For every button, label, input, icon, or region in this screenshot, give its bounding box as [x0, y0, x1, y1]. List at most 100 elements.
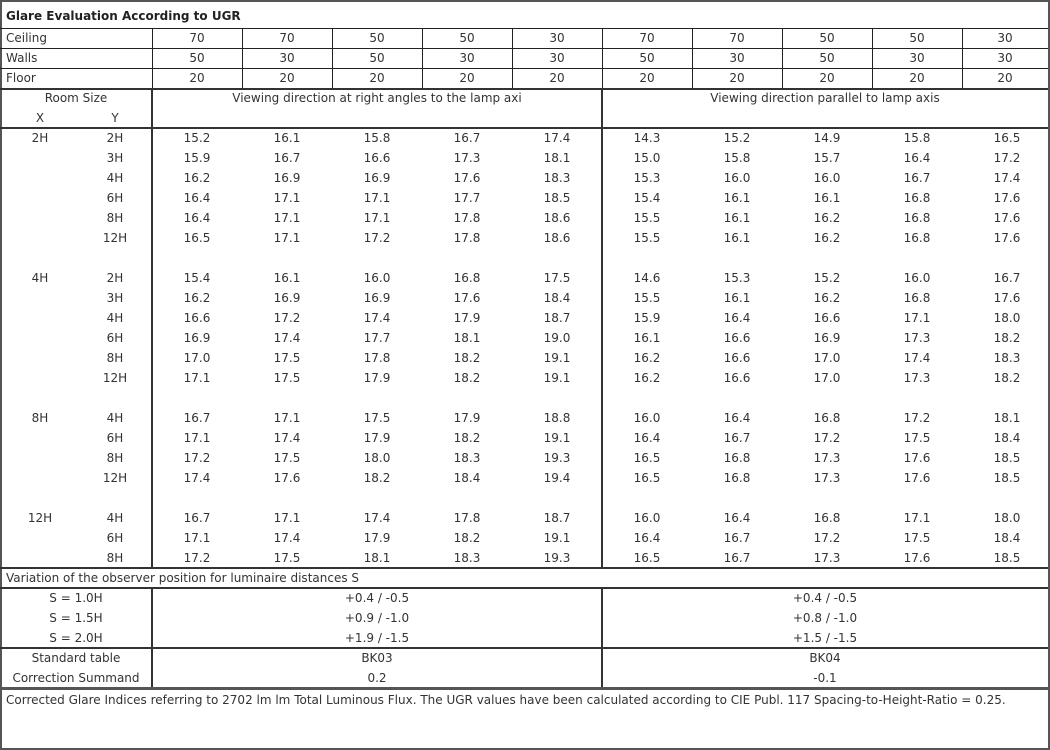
ugr-value-parallel: 16.4: [723, 411, 751, 425]
ugr-value-parallel: 17.4: [903, 351, 931, 365]
ugr-value-perpendicular: 17.1: [273, 211, 301, 225]
standard-table-parallel: BK04: [809, 651, 841, 665]
ugr-value-perpendicular: 19.3: [543, 451, 571, 465]
ugr-value-parallel: 18.0: [993, 311, 1021, 325]
ugr-value-perpendicular: 19.1: [543, 351, 571, 365]
ugr-value-perpendicular: 18.5: [543, 191, 571, 205]
ugr-value-perpendicular: 17.5: [273, 371, 301, 385]
header-value: 20: [459, 71, 475, 85]
ugr-value-perpendicular: 16.4: [183, 191, 211, 205]
room-y: 12H: [102, 371, 128, 385]
ugr-value-perpendicular: 19.1: [543, 371, 571, 385]
ugr-value-perpendicular: 17.2: [183, 551, 211, 565]
header-value: 70: [189, 31, 205, 45]
ugr-value-perpendicular: 18.2: [453, 531, 481, 545]
ugr-value-perpendicular: 18.0: [363, 451, 391, 465]
divider: [602, 28, 603, 88]
ugr-value-parallel: 17.0: [813, 351, 841, 365]
header-value: 30: [909, 51, 925, 65]
ugr-value-perpendicular: 17.9: [363, 431, 391, 445]
ugr-value-parallel: 14.3: [633, 131, 661, 145]
room-y: 12H: [102, 471, 128, 485]
ugr-value-perpendicular: 18.3: [453, 451, 481, 465]
room-y: 8H: [106, 211, 124, 225]
ugr-value-perpendicular: 16.7: [183, 511, 211, 525]
ugr-value-parallel: 18.1: [993, 411, 1021, 425]
ugr-value-parallel: 15.4: [633, 191, 661, 205]
ugr-value-perpendicular: 16.9: [273, 291, 301, 305]
room-y: 8H: [106, 351, 124, 365]
ugr-value-parallel: 16.5: [633, 471, 661, 485]
ugr-value-parallel: 18.4: [993, 431, 1021, 445]
ugr-value-parallel: 16.2: [633, 351, 661, 365]
ugr-value-perpendicular: 17.5: [363, 411, 391, 425]
variation-perpendicular: +0.9 / -1.0: [344, 611, 410, 625]
room-y: 4H: [106, 171, 124, 185]
ugr-value-perpendicular: 17.4: [183, 471, 211, 485]
ugr-value-perpendicular: 18.6: [543, 211, 571, 225]
correction-summand-parallel: -0.1: [813, 671, 837, 685]
header-value: 50: [189, 51, 205, 65]
ugr-value-parallel: 16.7: [723, 431, 751, 445]
ugr-value-perpendicular: 17.8: [453, 511, 481, 525]
ugr-value-parallel: 16.4: [633, 531, 661, 545]
ugr-value-parallel: 17.6: [993, 291, 1021, 305]
ugr-value-perpendicular: 17.5: [273, 551, 301, 565]
variation-s-label: S = 1.0H: [49, 591, 103, 605]
ugr-value-parallel: 14.6: [633, 271, 661, 285]
room-y: 3H: [106, 291, 124, 305]
room-y: 6H: [106, 331, 124, 345]
ugr-value-perpendicular: 17.8: [453, 231, 481, 245]
header-value: 50: [819, 31, 835, 45]
room-x: 8H: [31, 411, 49, 425]
ugr-value-perpendicular: 15.9: [183, 151, 211, 165]
ugr-value-parallel: 17.2: [813, 431, 841, 445]
header-value: 30: [549, 31, 565, 45]
ugr-value-parallel: 17.6: [993, 231, 1021, 245]
ugr-value-perpendicular: 17.1: [273, 411, 301, 425]
ugr-value-perpendicular: 19.1: [543, 431, 571, 445]
variation-parallel: +1.5 / -1.5: [792, 631, 858, 645]
ugr-value-perpendicular: 17.7: [453, 191, 481, 205]
ugr-value-perpendicular: 17.4: [363, 511, 391, 525]
room-y: 3H: [106, 151, 124, 165]
ugr-value-perpendicular: 18.2: [453, 351, 481, 365]
header-value: 70: [639, 31, 655, 45]
ugr-value-parallel: 16.5: [633, 451, 661, 465]
ugr-value-perpendicular: 17.7: [363, 331, 391, 345]
room-y: 8H: [106, 451, 124, 465]
divider: [782, 28, 783, 88]
divider: [0, 567, 1048, 569]
ugr-value-parallel: 16.1: [723, 291, 751, 305]
ugr-value-parallel: 16.8: [903, 291, 931, 305]
ugr-value-perpendicular: 18.1: [543, 151, 571, 165]
ugr-value-perpendicular: 17.1: [273, 231, 301, 245]
ugr-value-parallel: 15.3: [723, 271, 751, 285]
header-value: 20: [279, 71, 295, 85]
variation-perpendicular: +1.9 / -1.5: [344, 631, 410, 645]
ugr-value-parallel: 14.9: [813, 131, 841, 145]
ugr-value-perpendicular: 16.9: [273, 171, 301, 185]
header-value: 20: [819, 71, 835, 85]
ugr-value-perpendicular: 17.4: [273, 531, 301, 545]
variation-s-label: S = 2.0H: [49, 631, 103, 645]
ugr-value-parallel: 16.5: [633, 551, 661, 565]
ugr-value-parallel: 16.6: [723, 371, 751, 385]
ugr-value-perpendicular: 16.9: [363, 291, 391, 305]
header-value: 30: [549, 51, 565, 65]
ugr-value-perpendicular: 17.4: [363, 311, 391, 325]
ugr-value-perpendicular: 17.1: [183, 531, 211, 545]
ugr-value-parallel: 16.6: [723, 351, 751, 365]
room-y: 12H: [102, 231, 128, 245]
divider: [332, 28, 333, 88]
header-value: 20: [909, 71, 925, 85]
ugr-value-perpendicular: 15.2: [183, 131, 211, 145]
ugr-value-parallel: 16.0: [903, 271, 931, 285]
ugr-value-parallel: 17.3: [813, 451, 841, 465]
ugr-value-parallel: 15.7: [813, 151, 841, 165]
room-size-x-label: X: [35, 111, 45, 125]
variation-label: Variation of the observer position for l…: [6, 571, 360, 585]
ugr-value-perpendicular: 15.8: [363, 131, 391, 145]
ugr-value-perpendicular: 16.4: [183, 211, 211, 225]
